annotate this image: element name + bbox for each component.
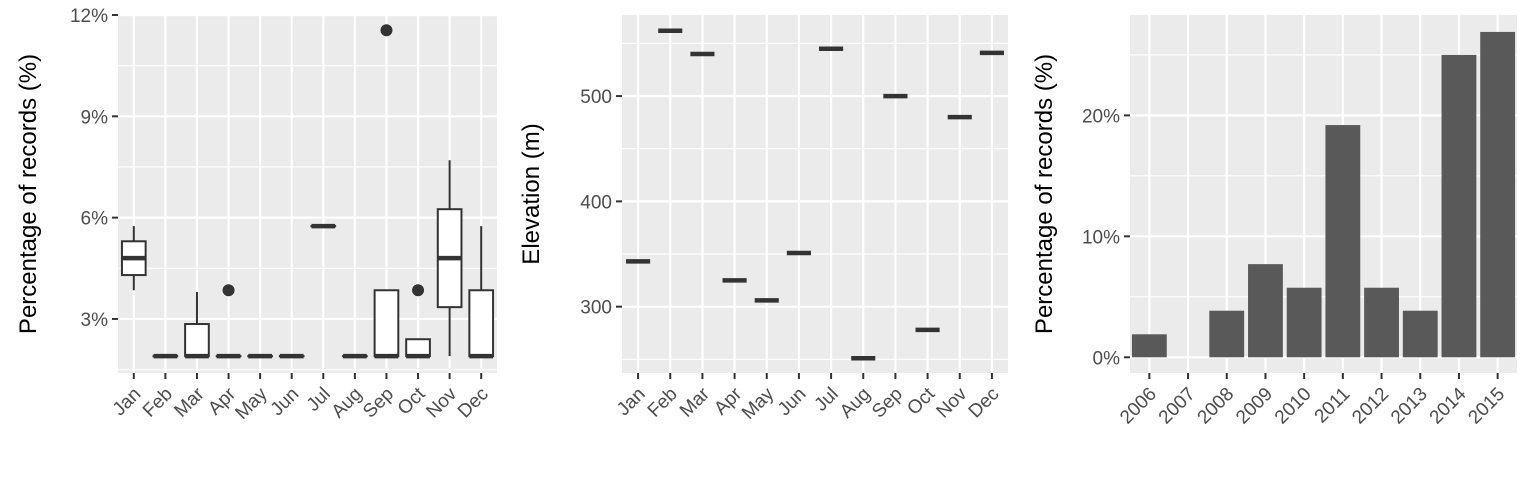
x-tick-label: 2006 (1116, 384, 1161, 429)
y-tick-label: 20% (1082, 106, 1120, 127)
bar-2012 (1364, 287, 1399, 358)
x-tick-label: Mar (170, 383, 208, 421)
panel-3: 0% 10% 20% 20062007200820092010201120122013… (1031, 15, 1517, 428)
y-tick-label: 3% (81, 310, 109, 331)
y-axis-title: Percentage of records (%) (1031, 54, 1058, 334)
x-tick-label: Jan (109, 384, 146, 421)
x-tick-label: Jan (613, 384, 650, 421)
x-tick-label: Feb (139, 384, 177, 422)
panel-background (622, 15, 1008, 373)
x-tick-label: Jun (774, 384, 811, 421)
x-tick-label: Sep (868, 384, 907, 423)
box-oct (405, 284, 431, 359)
y-tick-label: 500 (580, 87, 612, 108)
box-dec (468, 226, 495, 359)
x-tick-label: Jun (267, 384, 304, 421)
x-tick-label: 2014 (1426, 383, 1471, 428)
panel-background (118, 15, 497, 373)
x-tick-label: Nov (933, 383, 972, 422)
x-tick-label: Dec (454, 384, 493, 423)
y-tick-label: 6% (81, 209, 109, 230)
y-tick-label: 400 (580, 192, 612, 213)
box-iqr (468, 289, 495, 358)
x-tick-label: May (738, 383, 779, 424)
x-tick-label: Aug (328, 384, 367, 423)
x-tick-label: May (231, 383, 272, 424)
bar-2014 (1441, 54, 1477, 358)
bar-2010 (1286, 287, 1322, 358)
x-tick-label: Oct (394, 383, 430, 419)
y-axis-title: Percentage of records (%) (15, 54, 42, 334)
y-tick-label: 300 (580, 298, 612, 319)
box-iqr (373, 289, 400, 358)
bar-2013 (1402, 310, 1438, 358)
y-tick-label: 0% (1093, 348, 1121, 369)
x-tick-label: Oct (903, 383, 939, 419)
x-tick-label: Feb (644, 384, 682, 422)
y-axis-title: Elevation (m) (518, 123, 545, 264)
outlier-point (412, 284, 425, 297)
x-tick-label: Jul (811, 384, 843, 416)
outlier-point (222, 284, 235, 297)
bar-2011 (1325, 125, 1361, 358)
box-nov (436, 160, 463, 357)
x-tick-label: 2011 (1311, 384, 1355, 428)
outlier-point (380, 24, 393, 37)
y-tick-label: 9% (81, 107, 109, 128)
bar-2015 (1480, 31, 1516, 358)
bar-2008 (1209, 310, 1245, 358)
x-tick-label: 2013 (1387, 384, 1432, 429)
x-tick-label: 2008 (1194, 384, 1239, 429)
box-apr (215, 284, 242, 359)
x-tick-label: Mar (676, 383, 714, 421)
box-jan (120, 226, 147, 291)
x-tick-label: 2010 (1271, 384, 1316, 429)
bar-2006 (1131, 334, 1167, 358)
x-tick-label: 2009 (1232, 384, 1277, 429)
y-tick-label: 12% (70, 6, 108, 27)
box-mar (184, 291, 210, 359)
x-tick-label: Apr (710, 383, 746, 419)
box-iqr (184, 323, 210, 358)
x-tick-label: 2015 (1464, 384, 1509, 429)
y-tick-label: 10% (1082, 227, 1120, 248)
x-tick-label: Sep (359, 384, 398, 423)
bar-2009 (1248, 264, 1283, 358)
x-tick-label: Nov (422, 383, 461, 422)
box-sep (373, 24, 400, 359)
x-tick-label: Dec (965, 384, 1004, 423)
x-tick-label: Aug (836, 384, 875, 423)
x-tick-label: 2007 (1155, 384, 1200, 429)
x-tick-label: 2012 (1348, 384, 1393, 429)
box-iqr (405, 338, 431, 358)
